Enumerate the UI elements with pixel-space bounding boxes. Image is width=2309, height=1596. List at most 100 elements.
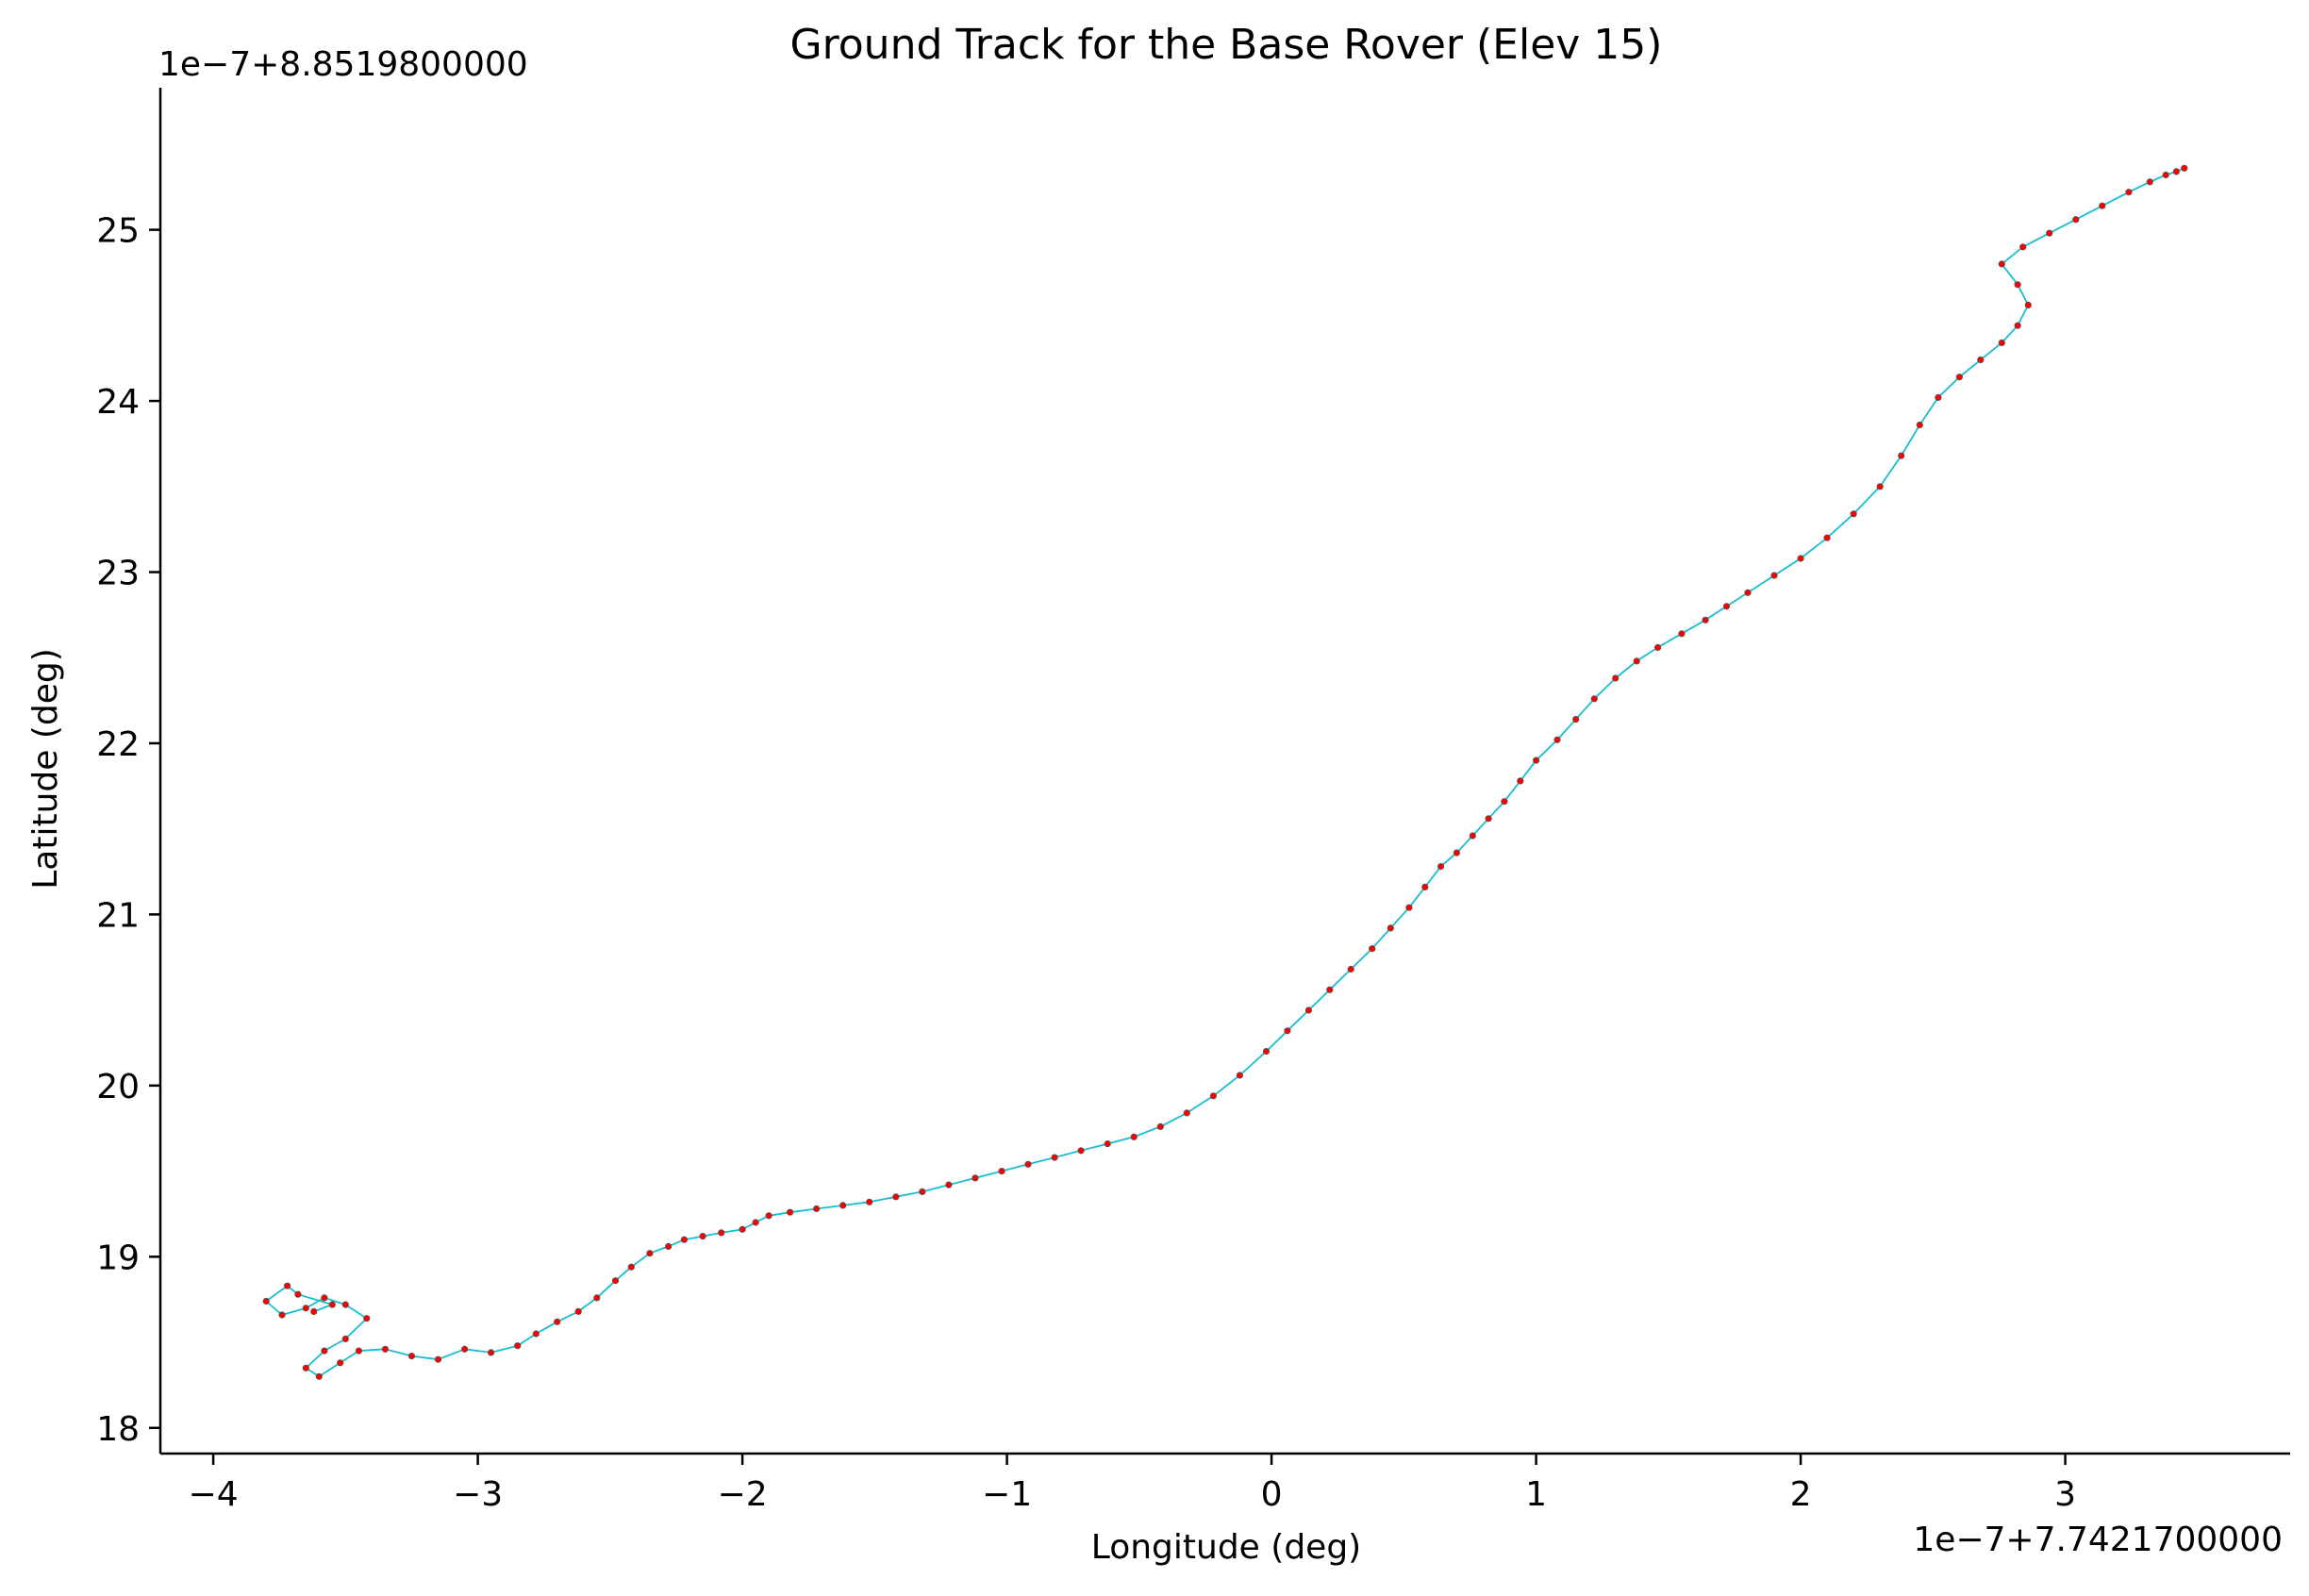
y-tick-label: 25 — [96, 212, 140, 251]
track-point — [1501, 798, 1508, 806]
track-point — [487, 1349, 495, 1356]
track-point — [1823, 534, 1831, 541]
track-point — [680, 1236, 689, 1243]
track-point — [310, 1307, 318, 1316]
track-point — [337, 1359, 344, 1367]
x-tick-label: 0 — [1261, 1475, 1283, 1514]
ground-track-line — [265, 167, 2185, 1378]
track-point — [1453, 849, 1461, 856]
track-point — [919, 1188, 926, 1196]
track-point — [1633, 657, 1640, 665]
y-tick-label: 19 — [96, 1239, 140, 1277]
track-point — [1797, 555, 1804, 562]
track-point — [1024, 1160, 1032, 1168]
track-point — [1284, 1027, 1291, 1035]
y-tick-label: 24 — [96, 383, 140, 422]
track-point — [1590, 695, 1598, 703]
track-point — [554, 1318, 561, 1325]
track-point — [2172, 168, 2180, 175]
y-tick-label: 20 — [96, 1068, 140, 1106]
track-point — [1916, 421, 1923, 429]
track-point — [355, 1347, 362, 1355]
track-layer — [265, 167, 2185, 1378]
track-point — [2019, 243, 2027, 251]
track-point — [1405, 904, 1413, 911]
marker-layer — [262, 164, 2188, 1380]
track-point — [2099, 202, 2106, 209]
y-axis-offset-label: 1e−7+8.8519800000 — [158, 45, 528, 84]
track-point — [1209, 1092, 1218, 1100]
track-point — [321, 1347, 328, 1355]
track-point — [611, 1277, 620, 1285]
track-point — [1469, 832, 1476, 840]
track-point — [1702, 616, 1709, 623]
track-point — [363, 1315, 371, 1322]
track-point — [765, 1212, 772, 1220]
track-point — [1553, 736, 1561, 743]
track-point — [1850, 510, 1857, 518]
track-point — [699, 1233, 706, 1240]
track-point — [514, 1342, 522, 1350]
track-point — [1304, 1006, 1313, 1014]
track-point — [627, 1263, 635, 1271]
track-point — [1977, 356, 1985, 364]
track-point — [1572, 715, 1580, 723]
x-tick-label: −2 — [718, 1475, 768, 1514]
track-point — [1898, 452, 1905, 459]
x-tick-label: 1 — [1525, 1475, 1547, 1514]
track-point — [1326, 986, 1334, 993]
track-point — [1347, 965, 1354, 973]
track-point — [2014, 281, 2021, 289]
y-tick-label: 21 — [96, 896, 140, 935]
track-point — [1051, 1154, 1058, 1161]
track-point — [341, 1335, 349, 1343]
track-point — [1770, 572, 1778, 579]
track-point — [718, 1229, 725, 1237]
track-point — [1183, 1109, 1190, 1117]
track-point — [2125, 189, 2133, 196]
track-point — [1437, 862, 1445, 871]
x-tick-label: 3 — [2054, 1475, 2076, 1514]
y-axis-ticks: 18 19 20 21 22 23 24 25 — [96, 212, 160, 1449]
track-point — [1744, 589, 1752, 596]
y-tick-label: 23 — [96, 555, 140, 593]
track-point — [866, 1198, 873, 1205]
track-point — [2162, 171, 2169, 179]
track-point — [1876, 483, 1884, 490]
y-axis-label: Latitude (deg) — [26, 648, 65, 889]
track-point — [1998, 339, 2005, 346]
track-point — [972, 1174, 979, 1182]
chart-title: Ground Track for the Base Rover (Elev 15… — [790, 21, 1663, 69]
track-point — [786, 1208, 794, 1216]
track-point — [2181, 164, 2188, 172]
track-point — [1935, 393, 1942, 401]
track-point — [1612, 674, 1620, 682]
x-axis-label: Longitude (deg) — [1091, 1528, 1361, 1567]
track-point — [1533, 756, 1540, 764]
track-point — [321, 1294, 328, 1302]
track-point — [664, 1242, 673, 1251]
track-point — [593, 1294, 601, 1302]
track-point — [1998, 260, 2005, 268]
track-point — [315, 1372, 323, 1380]
track-point — [407, 1353, 416, 1360]
track-point — [1236, 1072, 1244, 1079]
track-point — [1678, 630, 1686, 638]
track-point — [278, 1311, 286, 1319]
track-point — [302, 1364, 309, 1372]
track-point — [532, 1330, 540, 1338]
track-point — [998, 1168, 1005, 1175]
track-point — [381, 1345, 389, 1353]
track-point — [1955, 374, 1963, 381]
track-point — [574, 1307, 582, 1316]
track-point — [1485, 815, 1492, 823]
track-point — [945, 1181, 953, 1189]
track-point — [646, 1250, 654, 1257]
track-point — [2014, 322, 2021, 329]
track-point — [1369, 945, 1376, 953]
track-point — [283, 1282, 291, 1289]
track-point — [1077, 1147, 1085, 1155]
track-point — [1156, 1122, 1164, 1131]
track-point — [302, 1305, 309, 1312]
